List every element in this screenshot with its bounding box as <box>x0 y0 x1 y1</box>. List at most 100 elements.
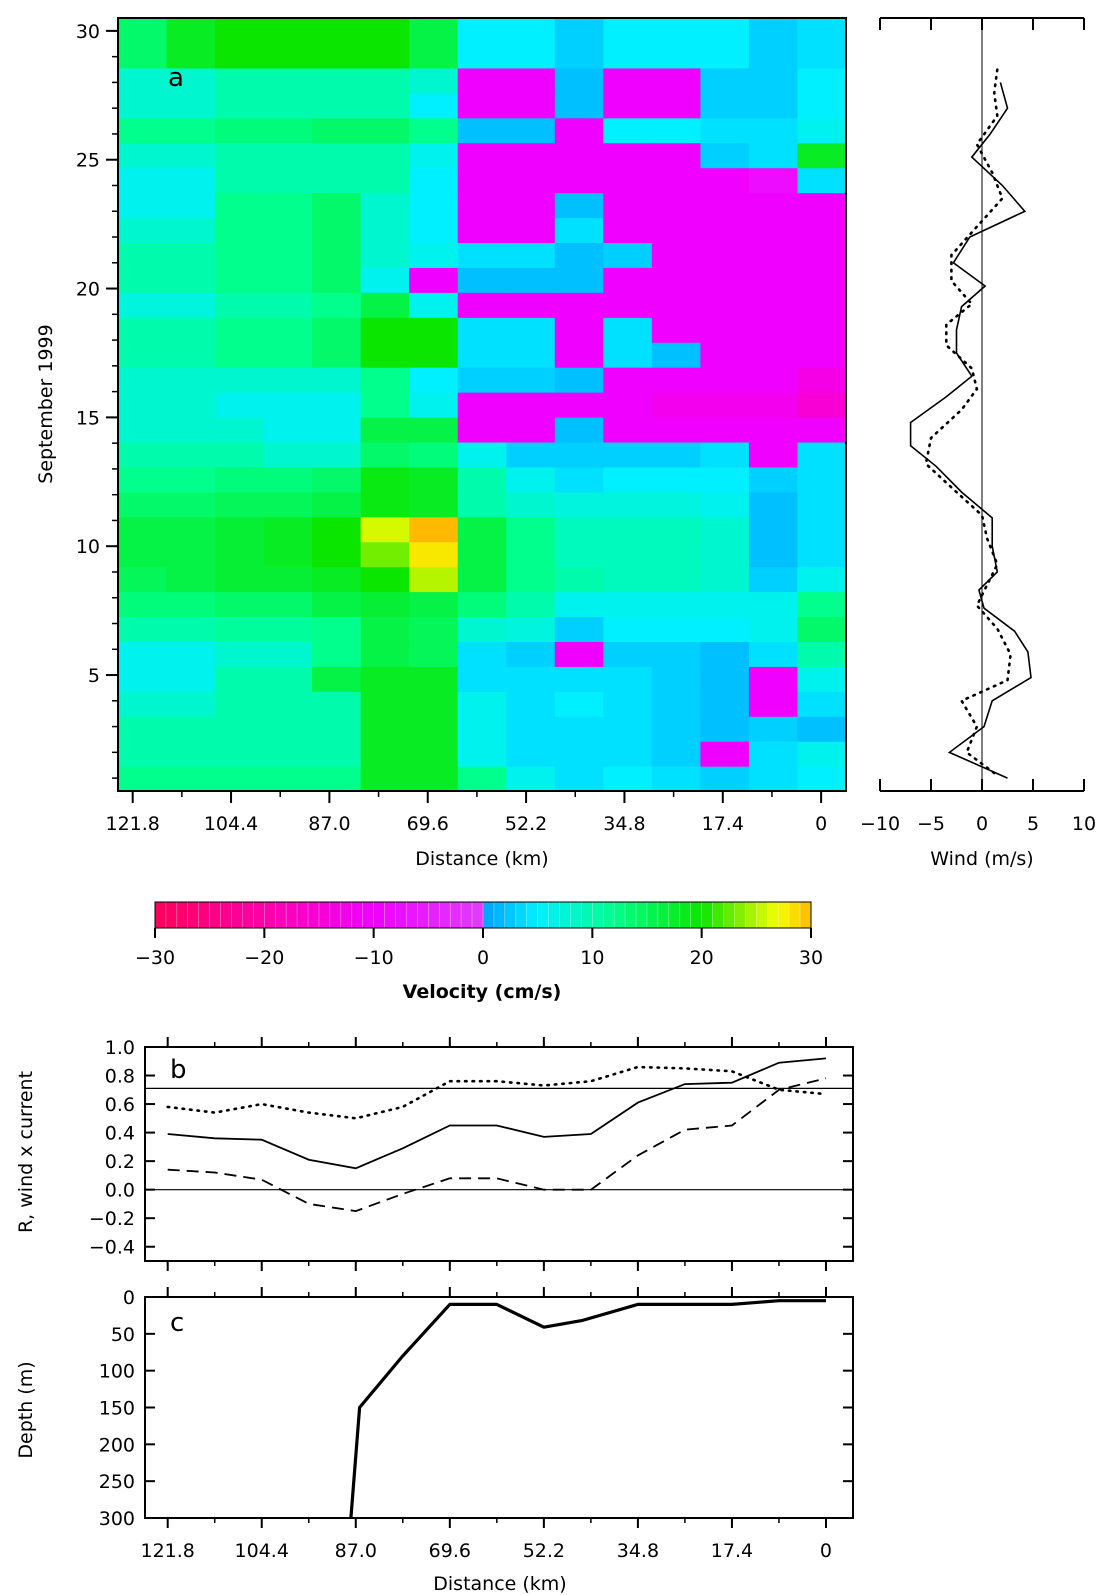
heatmap-cell <box>263 491 313 518</box>
heatmap-cell <box>603 741 653 767</box>
heatmap-cell <box>554 541 604 568</box>
heatmap-cell <box>554 67 604 94</box>
heatmap-cell <box>700 741 750 767</box>
heatmap-cell <box>700 242 750 268</box>
heatmap-cell <box>215 217 265 244</box>
heatmap-cell <box>797 716 847 742</box>
heatmap-cell <box>797 516 847 543</box>
heatmap-cell <box>457 641 507 667</box>
heatmap-cell <box>651 42 701 69</box>
colorbar-swatch <box>438 901 451 929</box>
heatmap-cell <box>312 541 362 568</box>
colorbar-swatch <box>613 901 626 929</box>
colorbar-swatch <box>766 901 779 929</box>
heatmap-cell <box>748 92 799 119</box>
panel-wind: −10 −5 0 5 10 Wind (m/s) <box>860 17 1096 870</box>
heatmap-cell <box>312 766 362 792</box>
heatmap-cell <box>506 167 556 194</box>
heatmap-cell <box>409 466 459 493</box>
colorbar-swatch <box>154 901 167 929</box>
heatmap-cell <box>263 741 313 767</box>
heatmap-cell <box>360 92 410 119</box>
heatmap-cell <box>360 217 410 244</box>
colorbar-swatch <box>504 901 517 929</box>
heatmap-cell <box>360 117 410 144</box>
heatmap-cell <box>797 441 847 468</box>
heatmap-cell <box>457 18 507 44</box>
colorbar-swatch <box>165 901 178 929</box>
heatmap-cell <box>554 142 604 169</box>
heatmap-cell <box>263 142 313 169</box>
heatmap-cell <box>457 441 507 468</box>
heatmap-cell <box>409 42 459 69</box>
heatmap-cell <box>215 392 265 418</box>
panel-b-ylabel: R, wind x current <box>15 1071 37 1233</box>
heatmap-cell <box>700 716 750 742</box>
heatmap-cell <box>651 716 701 742</box>
heatmap-cell <box>118 142 168 169</box>
heatmap-cell <box>312 117 362 144</box>
heatmap-cell <box>748 616 799 642</box>
heatmap-cell <box>360 42 410 69</box>
heatmap-cell <box>118 18 168 44</box>
heatmap-cell <box>263 566 313 593</box>
heatmap-cell <box>748 292 799 318</box>
heatmap-cell <box>360 392 410 418</box>
b-series-dashed <box>167 1077 827 1213</box>
heatmap-cell <box>360 292 410 318</box>
heatmap-cell <box>457 92 507 119</box>
heatmap-cell <box>409 441 459 468</box>
heatmap-cell <box>603 541 653 568</box>
heatmap-cell <box>457 616 507 642</box>
heatmap-cell <box>263 616 313 642</box>
heatmap-cell <box>506 541 556 568</box>
heatmap-cell <box>360 516 410 543</box>
heatmap-cell <box>506 641 556 667</box>
heatmap-cell <box>700 516 750 543</box>
colorbar-swatch <box>253 901 265 929</box>
heatmap-cell <box>166 616 216 642</box>
heatmap-cell <box>118 192 168 219</box>
heatmap-cell <box>215 42 265 69</box>
heatmap-cell <box>506 466 556 493</box>
x-tick-label: 121.8 <box>105 813 159 835</box>
wind-tick-label: 10 <box>1072 813 1096 835</box>
heatmap-cell <box>312 192 362 219</box>
c-y-tick-label: 50 <box>111 1324 135 1346</box>
heatmap-cell <box>554 716 604 742</box>
heatmap-cell <box>506 691 556 717</box>
heatmap-cell <box>700 691 750 717</box>
heatmap-cell <box>166 466 216 493</box>
b-series-dotted <box>166 1065 828 1120</box>
colorbar: −30 −20 −10 0 10 20 30 Velocity (cm/s) <box>135 901 823 1003</box>
heatmap-cell <box>457 242 507 268</box>
heatmap-cell <box>166 566 216 593</box>
heatmap-cell <box>166 317 216 343</box>
heatmap-cell <box>603 317 653 343</box>
heatmap-cell <box>554 92 604 119</box>
colorbar-swatch <box>406 901 418 929</box>
b-series-solid <box>167 1057 827 1170</box>
heatmap-cell <box>118 117 168 144</box>
heatmap-cell <box>554 441 604 468</box>
heatmap-cell <box>748 416 799 443</box>
heatmap-cell <box>166 267 216 293</box>
heatmap-cell <box>457 142 507 169</box>
panel-c-ylabel: Depth (m) <box>15 1361 37 1458</box>
heatmap-cell <box>263 416 313 443</box>
heatmap-cell <box>360 142 410 169</box>
heatmap-cell <box>409 342 459 368</box>
c-x-tick-label: 34.8 <box>617 1540 659 1562</box>
c-x-tick-label: 104.4 <box>235 1540 289 1562</box>
heatmap-cell <box>312 616 362 642</box>
heatmap-cell <box>457 491 507 518</box>
heatmap-cell <box>215 292 265 318</box>
x-tick-label: 17.4 <box>702 813 744 835</box>
heatmap-cell <box>409 242 459 268</box>
colorbar-swatch <box>526 901 538 929</box>
heatmap-cell <box>748 741 799 767</box>
heatmap-cell <box>554 666 604 692</box>
heatmap-cell <box>215 516 265 543</box>
heatmap-cell <box>312 716 362 742</box>
heatmap-cell <box>700 317 750 343</box>
